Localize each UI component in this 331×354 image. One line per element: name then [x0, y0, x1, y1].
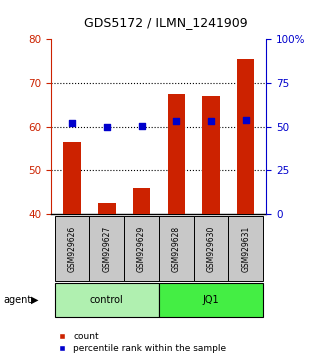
- Text: agent: agent: [3, 295, 31, 305]
- Text: control: control: [90, 295, 124, 305]
- Bar: [159, 216, 194, 281]
- Point: [139, 123, 144, 129]
- Text: GDS5172 / ILMN_1241909: GDS5172 / ILMN_1241909: [84, 17, 247, 29]
- Bar: [55, 216, 89, 281]
- Bar: [133, 188, 150, 214]
- Text: GSM929626: GSM929626: [68, 225, 76, 272]
- Point: [173, 119, 179, 124]
- Text: GSM929630: GSM929630: [207, 225, 215, 272]
- Bar: [98, 203, 116, 214]
- Point: [104, 125, 110, 130]
- Bar: [167, 94, 185, 214]
- Bar: [194, 216, 228, 281]
- Bar: [89, 216, 124, 281]
- Point: [208, 119, 213, 124]
- Bar: [237, 59, 254, 214]
- Bar: [228, 216, 263, 281]
- Text: GSM929628: GSM929628: [172, 225, 181, 272]
- Bar: [159, 283, 263, 317]
- Text: GSM929627: GSM929627: [102, 225, 111, 272]
- Bar: [55, 283, 159, 317]
- Text: JQ1: JQ1: [203, 295, 219, 305]
- Bar: [64, 142, 81, 214]
- Point: [243, 117, 248, 122]
- Text: GSM929631: GSM929631: [241, 225, 250, 272]
- Point: [70, 120, 75, 126]
- Legend: count, percentile rank within the sample: count, percentile rank within the sample: [53, 332, 226, 353]
- Text: ▶: ▶: [31, 295, 38, 305]
- Text: GSM929629: GSM929629: [137, 225, 146, 272]
- Bar: [124, 216, 159, 281]
- Bar: [202, 96, 219, 214]
